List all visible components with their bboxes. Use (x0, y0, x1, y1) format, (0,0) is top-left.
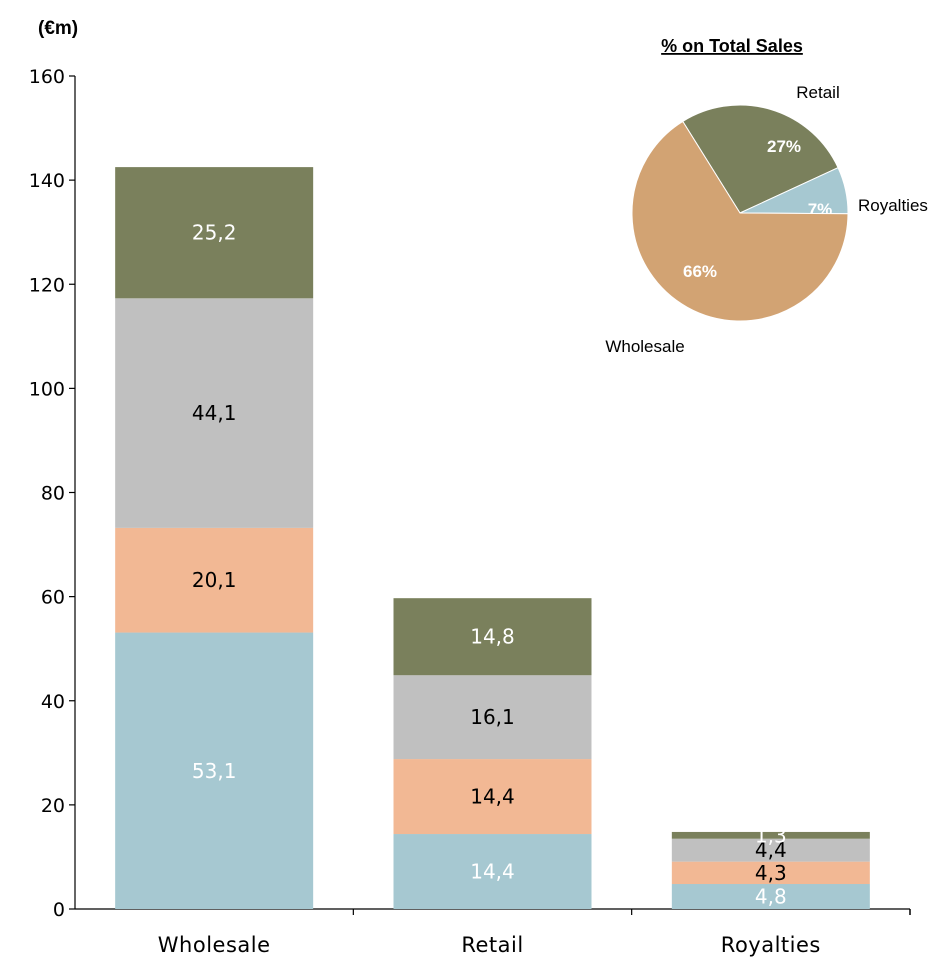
bar-segment-value: 4,8 (755, 885, 787, 909)
y-tick-label: 40 (41, 691, 65, 713)
x-category-label: Retail (461, 933, 523, 957)
bar-segment-value: 14,8 (470, 625, 515, 649)
bar-segment-value: 4,4 (755, 838, 787, 862)
pie-title: % on Total Sales (661, 36, 803, 56)
stacked-bar-chart: 0 20 40 60 80 100 120 140 160 Wholesale 53,1 20,1 44… (29, 66, 911, 957)
bar-segment (115, 298, 314, 528)
bar-segment-value: 14,4 (470, 785, 515, 809)
bar-segment (393, 598, 592, 676)
bar-segment-value: 16,1 (470, 705, 515, 729)
bar-segment-value: 53,1 (192, 759, 237, 783)
y-tick-label: 160 (29, 66, 65, 88)
bar-segment-value: 14,4 (470, 860, 515, 884)
bar-segment (115, 167, 314, 299)
bar-segment-value: 25,2 (192, 221, 237, 245)
y-tick-label: 80 (41, 483, 65, 505)
unit-label: (€m) (38, 18, 78, 39)
bar-segment (393, 675, 592, 760)
y-tick-label: 140 (29, 170, 65, 192)
bar-segment (393, 834, 592, 909)
pie-slice-label: Wholesale (605, 337, 684, 356)
bar-segment-value: 4,3 (755, 861, 787, 885)
y-tick-label: 120 (29, 274, 65, 296)
pie-slice (631, 120, 849, 322)
pie-slice-percent: 66% (683, 262, 717, 281)
bar-segment (115, 632, 314, 909)
bar-segment-value: 44,1 (192, 401, 237, 425)
x-category-label: Wholesale (158, 933, 271, 957)
bar-segment (671, 861, 870, 885)
bar-segment (393, 759, 592, 835)
pie-slice (682, 104, 839, 214)
bar-segment (115, 527, 314, 633)
bar-segment-value: 20,1 (192, 568, 237, 592)
bar-segment (671, 884, 870, 909)
pie-slice-label: Retail (796, 83, 839, 102)
y-tick-label: 20 (41, 795, 65, 817)
y-tick-label: 100 (29, 378, 65, 400)
y-tick-label: 60 (41, 587, 65, 609)
y-tick-label: 0 (53, 899, 65, 921)
bar-segment-value: 1,3 (755, 823, 787, 847)
pie-slice-label: Royalties (858, 196, 928, 215)
x-category-label: Royalties (721, 933, 821, 957)
pie-slice-percent: 27% (767, 137, 801, 156)
bar-segment (671, 838, 870, 862)
bar-segment (671, 831, 870, 839)
